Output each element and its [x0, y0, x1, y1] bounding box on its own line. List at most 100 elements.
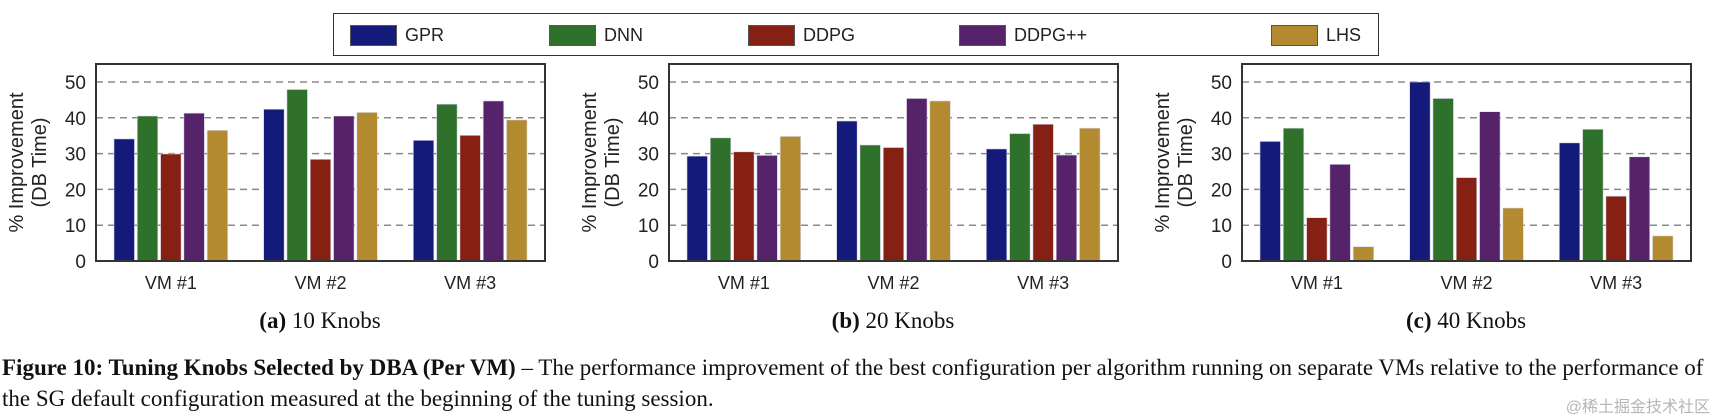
bar-lhs-2	[929, 100, 951, 262]
watermark: @稀土掘金技术社区	[1565, 399, 1710, 416]
chart-legend: GPR DNN DDPG DDPG++ LHS	[333, 13, 1379, 56]
x-tick-label: VM #1	[718, 273, 770, 293]
y-tick-label: 50	[638, 73, 659, 94]
x-tick-label: VM #2	[867, 273, 919, 293]
bar-lhs-2	[356, 112, 378, 262]
bar-lhs-3	[1079, 127, 1101, 262]
y-tick-label: 30	[638, 145, 659, 166]
plot-frame	[95, 63, 546, 262]
bar-dnn-2	[286, 89, 308, 262]
y-tick-label: 0	[1221, 252, 1232, 273]
x-tick-label: VM #3	[1017, 273, 1069, 293]
bar-gpr-1	[1259, 141, 1281, 262]
x-tick-label: VM #2	[1440, 273, 1492, 293]
y-tick-label: 0	[648, 252, 659, 273]
plot-frame	[1241, 63, 1692, 262]
bar-ddpgplusplus-2	[1479, 111, 1501, 262]
legend-label: DDPG	[803, 24, 856, 45]
legend-swatch	[549, 24, 596, 46]
bar-ddpgplusplus-1	[756, 155, 778, 262]
y-tick-label: 50	[65, 73, 86, 94]
legend-label: LHS	[1326, 24, 1362, 45]
legend-swatch	[959, 24, 1006, 46]
bar-gpr-3	[986, 148, 1008, 262]
bar-ddpg-1	[733, 151, 755, 262]
bar-dnn-1	[1282, 127, 1305, 262]
bar-ddpg-2	[882, 147, 905, 262]
bar-lhs-3	[506, 119, 528, 262]
x-tick-label: VM #2	[294, 273, 346, 293]
panel-c-chart: 0 10 20 30 40 50 VM #1 VM #2 VM #3 % Improvement(…	[1152, 63, 1692, 293]
y-tick-label: 10	[1211, 216, 1232, 237]
y-tick-label: 10	[65, 216, 86, 237]
bar-ddpg-1	[1306, 217, 1328, 262]
legend-label: DNN	[604, 24, 643, 45]
legend-swatch	[1271, 24, 1318, 46]
y-tick-label: 20	[65, 180, 86, 201]
bar-ddpgplusplus-2	[333, 115, 355, 262]
bar-gpr-3	[413, 140, 435, 262]
bar-ddpg-3	[1032, 123, 1054, 262]
bar-gpr-1	[113, 138, 135, 262]
y-tick-label: 10	[638, 216, 659, 237]
legend-item-dnn: DNN	[549, 24, 643, 46]
plot-frame	[668, 63, 1119, 262]
bar-ddpgplusplus-3	[1055, 154, 1078, 262]
bar-gpr-2	[263, 108, 285, 262]
bar-ddpg-3	[459, 135, 481, 262]
legend-item-lhs: LHS	[1271, 24, 1361, 46]
bar-ddpg-1	[160, 153, 182, 262]
bar-dnn-2	[1432, 98, 1454, 262]
y-tick-label: 30	[65, 145, 86, 166]
bar-lhs-2	[1502, 207, 1524, 262]
y-tick-label: 40	[638, 109, 659, 130]
legend-label: DDPG++	[1014, 24, 1088, 45]
y-axis-label: % Improvement (DB Time)	[6, 92, 51, 232]
bar-ddpgplusplus-3	[482, 100, 505, 262]
x-tick-label: VM #1	[1291, 273, 1343, 293]
panel-b-chart: 0 10 20 30 40 50 VM #1 VM #2 VM #3 % Improvement(…	[579, 63, 1119, 293]
bar-ddpgplusplus-1	[1329, 164, 1351, 262]
bar-gpr-1	[686, 155, 708, 262]
y-axis-label-line2: (DB Time)	[1175, 118, 1197, 208]
bar-dnn-1	[709, 137, 732, 262]
bar-gpr-2	[836, 120, 858, 262]
bar-dnn-2	[859, 144, 881, 262]
bar-ddpgplusplus-2	[906, 98, 928, 262]
x-tick-label: VM #3	[1590, 273, 1642, 293]
bar-dnn-3	[1009, 133, 1031, 262]
y-tick-label: 30	[1211, 145, 1232, 166]
legend-swatch	[748, 24, 795, 46]
y-tick-label: 40	[1211, 109, 1232, 130]
y-axis-label-line1: % Improvement	[6, 92, 28, 232]
bar-ddpg-3	[1605, 195, 1627, 262]
y-axis-label: % Improvement (DB Time)	[579, 92, 624, 232]
y-axis-label-line1: % Improvement	[579, 92, 601, 232]
panel-a-chart: 0 10 20 30 40 50 VM #1 VM #2 VM #3 % Improvement(…	[6, 63, 546, 293]
bar-lhs-1	[1352, 246, 1374, 262]
bar-ddpgplusplus-3	[1628, 156, 1651, 262]
bar-lhs-3	[1652, 235, 1674, 262]
legend-item-gpr: GPR	[350, 24, 444, 46]
y-axis-label-line2: (DB Time)	[29, 118, 51, 208]
subcaption-c: (c) 40 Knobs	[1405, 308, 1527, 333]
y-axis-label: % Improvement (DB Time)	[1152, 92, 1197, 232]
bar-lhs-1	[206, 130, 228, 262]
x-tick-label: VM #3	[444, 273, 496, 293]
y-tick-label: 40	[65, 109, 86, 130]
y-tick-label: 0	[75, 252, 86, 273]
bar-lhs-1	[779, 136, 801, 262]
legend-label: GPR	[405, 24, 445, 45]
y-tick-label: 20	[1211, 180, 1232, 201]
subcaption-a: (a) 10 Knobs	[259, 308, 381, 333]
bar-ddpgplusplus-1	[183, 112, 205, 262]
legend-item-ddpgplusplus: DDPG++	[959, 24, 1087, 46]
caption-title: Figure 10: Tuning Knobs Selected by DBA …	[2, 355, 516, 380]
figure-caption: Figure 10: Tuning Knobs Selected by DBA …	[2, 352, 1714, 414]
y-axis-label-line1: % Improvement	[1152, 92, 1174, 232]
bar-dnn-3	[1582, 128, 1604, 262]
x-tick-label: VM #1	[145, 273, 197, 293]
y-tick-label: 50	[1211, 73, 1232, 94]
legend-swatch	[350, 24, 397, 46]
subcaption-b: (b) 20 Knobs	[831, 308, 955, 333]
